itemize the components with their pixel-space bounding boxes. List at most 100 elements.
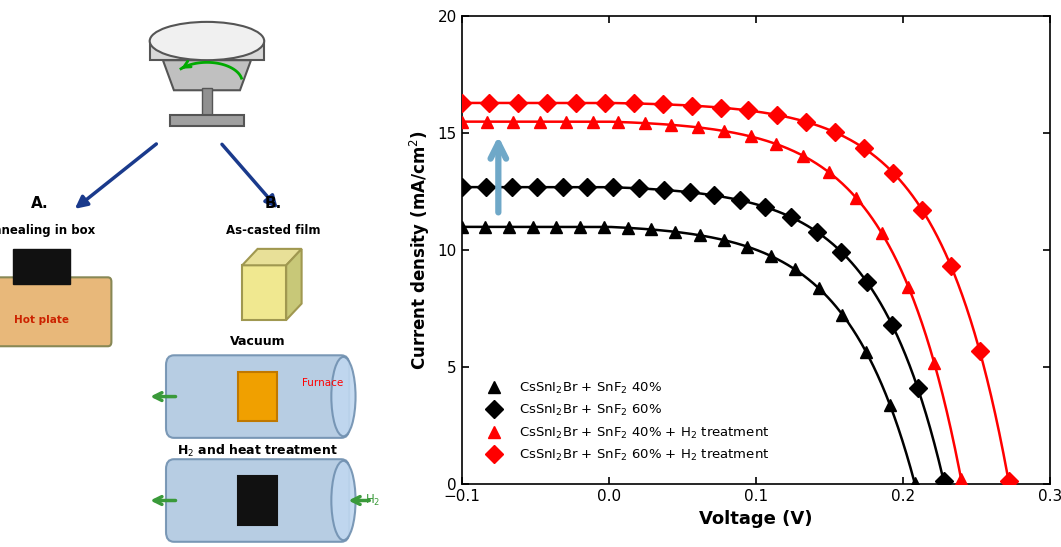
FancyBboxPatch shape	[0, 277, 111, 346]
CsSnI$_2$Br + SnF$_2$ 60%	[811, 229, 823, 235]
CsSnI$_2$Br + SnF$_2$ 60% + H$_2$ treatment	[455, 100, 468, 106]
Line: CsSnI$_2$Br + SnF$_2$ 40% + H$_2$ treatment: CsSnI$_2$Br + SnF$_2$ 40% + H$_2$ treatm…	[455, 115, 968, 485]
Text: B.: B.	[264, 196, 281, 211]
CsSnI$_2$Br + SnF$_2$ 40%	[622, 225, 634, 231]
CsSnI$_2$Br + SnF$_2$ 60% + H$_2$ treatment	[1003, 478, 1015, 484]
Line: CsSnI$_2$Br + SnF$_2$ 60%: CsSnI$_2$Br + SnF$_2$ 60%	[455, 181, 950, 487]
CsSnI$_2$Br + SnF$_2$ 60%	[455, 184, 468, 190]
CsSnI$_2$Br + SnF$_2$ 60% + H$_2$ treatment	[742, 107, 754, 114]
CsSnI$_2$Br + SnF$_2$ 60% + H$_2$ treatment	[916, 206, 928, 213]
CsSnI$_2$Br + SnF$_2$ 40%	[717, 237, 730, 243]
CsSnI$_2$Br + SnF$_2$ 60% + H$_2$ treatment	[857, 145, 870, 152]
CsSnI$_2$Br + SnF$_2$ 40% + H$_2$ treatment	[639, 120, 651, 126]
CsSnI$_2$Br + SnF$_2$ 60%	[683, 189, 696, 195]
Bar	[238, 476, 277, 525]
FancyBboxPatch shape	[150, 41, 264, 60]
CsSnI$_2$Br + SnF$_2$ 60%	[581, 184, 594, 190]
CsSnI$_2$Br + SnF$_2$ 40%	[645, 226, 658, 233]
CsSnI$_2$Br + SnF$_2$ 40%	[668, 229, 681, 235]
CsSnI$_2$Br + SnF$_2$ 40%	[597, 224, 610, 230]
Text: A.: A.	[31, 196, 49, 211]
CsSnI$_2$Br + SnF$_2$ 60%	[556, 184, 569, 190]
CsSnI$_2$Br + SnF$_2$ 60% + H$_2$ treatment	[944, 263, 957, 269]
Ellipse shape	[150, 22, 264, 60]
CsSnI$_2$Br + SnF$_2$ 40%	[574, 224, 587, 230]
CsSnI$_2$Br + SnF$_2$ 60% + H$_2$ treatment	[685, 102, 698, 109]
CsSnI$_2$Br + SnF$_2$ 40%	[788, 266, 801, 273]
CsSnI$_2$Br + SnF$_2$ 40% + H$_2$ treatment	[902, 284, 915, 290]
CsSnI$_2$Br + SnF$_2$ 40%	[884, 401, 897, 408]
CsSnI$_2$Br + SnF$_2$ 60%	[734, 197, 747, 203]
CsSnI$_2$Br + SnF$_2$ 60% + H$_2$ treatment	[512, 100, 525, 106]
CsSnI$_2$Br + SnF$_2$ 40% + H$_2$ treatment	[744, 133, 756, 139]
CsSnI$_2$Br + SnF$_2$ 60% + H$_2$ treatment	[598, 100, 611, 106]
CsSnI$_2$Br + SnF$_2$ 60%	[480, 184, 492, 190]
Bar	[13, 249, 70, 284]
Line: CsSnI$_2$Br + SnF$_2$ 60% + H$_2$ treatment: CsSnI$_2$Br + SnF$_2$ 60% + H$_2$ treatm…	[455, 97, 1015, 487]
CsSnI$_2$Br + SnF$_2$ 40% + H$_2$ treatment	[797, 153, 810, 159]
CsSnI$_2$Br + SnF$_2$ 60%	[759, 203, 771, 210]
CsSnI$_2$Br + SnF$_2$ 40% + H$_2$ treatment	[717, 127, 730, 134]
CsSnI$_2$Br + SnF$_2$ 40%	[479, 224, 491, 230]
CsSnI$_2$Br + SnF$_2$ 60% + H$_2$ treatment	[483, 100, 495, 106]
Y-axis label: Current density (mA/cm$^2$): Current density (mA/cm$^2$)	[407, 130, 432, 370]
CsSnI$_2$Br + SnF$_2$ 60%	[658, 187, 671, 193]
CsSnI$_2$Br + SnF$_2$ 40% + H$_2$ treatment	[559, 118, 572, 125]
CsSnI$_2$Br + SnF$_2$ 40%	[813, 285, 825, 292]
Polygon shape	[163, 60, 251, 90]
CsSnI$_2$Br + SnF$_2$ 60%	[835, 249, 848, 255]
CsSnI$_2$Br + SnF$_2$ 40%	[741, 243, 753, 250]
X-axis label: Voltage (V): Voltage (V)	[699, 509, 813, 527]
CsSnI$_2$Br + SnF$_2$ 60% + H$_2$ treatment	[771, 112, 784, 118]
CsSnI$_2$Br + SnF$_2$ 60% + H$_2$ treatment	[714, 104, 727, 111]
Text: H$_2$ and heat treatment: H$_2$ and heat treatment	[177, 443, 337, 459]
CsSnI$_2$Br + SnF$_2$ 40%	[694, 232, 707, 238]
CsSnI$_2$Br + SnF$_2$ 60% + H$_2$ treatment	[541, 100, 554, 106]
CsSnI$_2$Br + SnF$_2$ 40% + H$_2$ treatment	[928, 360, 941, 366]
FancyBboxPatch shape	[166, 459, 349, 542]
CsSnI$_2$Br + SnF$_2$ 40%	[526, 224, 539, 230]
CsSnI$_2$Br + SnF$_2$ 40% + H$_2$ treatment	[481, 118, 493, 125]
CsSnI$_2$Br + SnF$_2$ 40%	[859, 349, 872, 356]
FancyBboxPatch shape	[166, 356, 349, 438]
CsSnI$_2$Br + SnF$_2$ 60%	[632, 185, 645, 191]
Bar	[238, 372, 277, 421]
CsSnI$_2$Br + SnF$_2$ 40% + H$_2$ treatment	[770, 141, 783, 147]
Text: Furnace: Furnace	[301, 378, 343, 388]
CsSnI$_2$Br + SnF$_2$ 40%	[455, 224, 468, 230]
CsSnI$_2$Br + SnF$_2$ 60%	[784, 214, 797, 220]
CsSnI$_2$Br + SnF$_2$ 60% + H$_2$ treatment	[800, 119, 813, 125]
CsSnI$_2$Br + SnF$_2$ 40%	[765, 253, 778, 259]
CsSnI$_2$Br + SnF$_2$ 40%	[836, 311, 849, 318]
Legend: CsSnI$_2$Br + SnF$_2$ 40%, CsSnI$_2$Br + SnF$_2$ 60%, CsSnI$_2$Br + SnF$_2$ 40% : CsSnI$_2$Br + SnF$_2$ 40%, CsSnI$_2$Br +…	[474, 375, 775, 468]
Text: As-casted film: As-casted film	[226, 224, 320, 237]
CsSnI$_2$Br + SnF$_2$ 60%	[860, 279, 873, 286]
CsSnI$_2$Br + SnF$_2$ 60%	[937, 478, 950, 484]
CsSnI$_2$Br + SnF$_2$ 60% + H$_2$ treatment	[887, 170, 900, 176]
CsSnI$_2$Br + SnF$_2$ 60%	[607, 184, 620, 190]
CsSnI$_2$Br + SnF$_2$ 40% + H$_2$ treatment	[507, 118, 520, 125]
Text: H$_2$: H$_2$	[365, 493, 381, 508]
Polygon shape	[242, 249, 301, 265]
CsSnI$_2$Br + SnF$_2$ 60%	[886, 322, 899, 328]
CsSnI$_2$Br + SnF$_2$ 40% + H$_2$ treatment	[822, 169, 835, 176]
Line: CsSnI$_2$Br + SnF$_2$ 40%: CsSnI$_2$Br + SnF$_2$ 40%	[455, 220, 921, 490]
CsSnI$_2$Br + SnF$_2$ 60% + H$_2$ treatment	[973, 348, 986, 354]
CsSnI$_2$Br + SnF$_2$ 40% + H$_2$ treatment	[455, 118, 468, 125]
Bar	[242, 265, 286, 320]
CsSnI$_2$Br + SnF$_2$ 40% + H$_2$ treatment	[587, 118, 599, 125]
CsSnI$_2$Br + SnF$_2$ 40%	[551, 224, 563, 230]
CsSnI$_2$Br + SnF$_2$ 60% + H$_2$ treatment	[829, 129, 841, 136]
CsSnI$_2$Br + SnF$_2$ 60% + H$_2$ treatment	[627, 100, 640, 107]
Text: Annealing in box: Annealing in box	[0, 224, 95, 237]
CsSnI$_2$Br + SnF$_2$ 40% + H$_2$ treatment	[612, 119, 625, 125]
CsSnI$_2$Br + SnF$_2$ 60%	[506, 184, 519, 190]
CsSnI$_2$Br + SnF$_2$ 40%	[908, 480, 921, 486]
CsSnI$_2$Br + SnF$_2$ 60%	[911, 385, 924, 392]
Bar	[202, 88, 212, 118]
CsSnI$_2$Br + SnF$_2$ 60%	[530, 184, 543, 190]
Ellipse shape	[331, 357, 355, 437]
CsSnI$_2$Br + SnF$_2$ 40% + H$_2$ treatment	[692, 124, 705, 131]
CsSnI$_2$Br + SnF$_2$ 40% + H$_2$ treatment	[850, 194, 863, 201]
Text: Vacuum: Vacuum	[230, 335, 285, 348]
